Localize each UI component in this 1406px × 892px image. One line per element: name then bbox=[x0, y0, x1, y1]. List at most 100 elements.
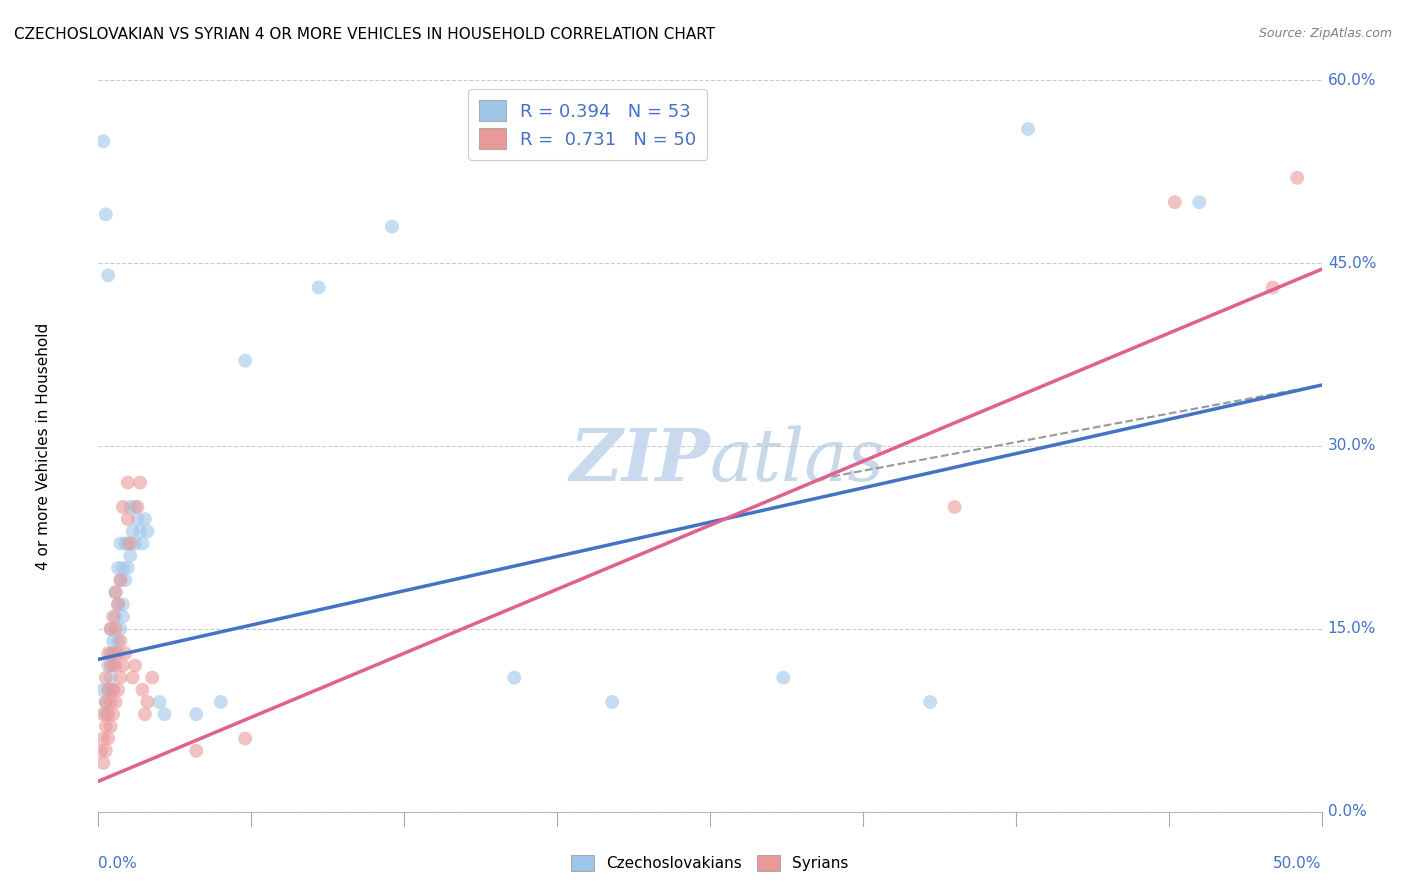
Point bbox=[186, 707, 208, 722]
Point bbox=[114, 536, 136, 550]
Point bbox=[100, 646, 122, 660]
Text: 0.0%: 0.0% bbox=[98, 855, 138, 871]
Point bbox=[97, 646, 120, 660]
Legend: Czechoslovakians, Syrians: Czechoslovakians, Syrians bbox=[565, 849, 855, 877]
Point bbox=[1017, 122, 1039, 136]
Point bbox=[97, 658, 120, 673]
Text: 60.0%: 60.0% bbox=[1327, 73, 1376, 87]
Point bbox=[110, 536, 132, 550]
Point bbox=[117, 561, 139, 575]
Point bbox=[94, 695, 117, 709]
Point bbox=[104, 622, 127, 636]
Point bbox=[186, 744, 208, 758]
Point bbox=[91, 134, 114, 148]
Point bbox=[233, 731, 256, 746]
Point bbox=[127, 512, 149, 526]
Text: 50.0%: 50.0% bbox=[1274, 855, 1322, 871]
Point bbox=[124, 658, 146, 673]
Text: Source: ZipAtlas.com: Source: ZipAtlas.com bbox=[1258, 27, 1392, 40]
Point bbox=[129, 524, 152, 539]
Point bbox=[136, 524, 159, 539]
Point bbox=[101, 646, 124, 660]
Text: 4 or more Vehicles in Household: 4 or more Vehicles in Household bbox=[37, 322, 51, 570]
Point bbox=[121, 671, 143, 685]
Point bbox=[94, 207, 117, 221]
Point bbox=[110, 622, 132, 636]
Point bbox=[114, 646, 136, 660]
Point bbox=[91, 682, 114, 697]
Point bbox=[120, 536, 142, 550]
Point bbox=[600, 695, 623, 709]
Text: ZIP: ZIP bbox=[569, 425, 710, 496]
Point bbox=[111, 609, 134, 624]
Point bbox=[1188, 195, 1211, 210]
Point bbox=[111, 598, 134, 612]
Point bbox=[107, 598, 129, 612]
Point bbox=[97, 707, 120, 722]
Point bbox=[90, 744, 112, 758]
Point bbox=[97, 268, 120, 283]
Point bbox=[94, 671, 117, 685]
Point bbox=[91, 756, 114, 770]
Point bbox=[127, 500, 149, 514]
Point bbox=[120, 549, 142, 563]
Point bbox=[94, 695, 117, 709]
Point bbox=[104, 585, 127, 599]
Point bbox=[124, 536, 146, 550]
Point bbox=[104, 695, 127, 709]
Point bbox=[111, 561, 134, 575]
Point bbox=[120, 500, 142, 514]
Point bbox=[107, 634, 129, 648]
Text: 15.0%: 15.0% bbox=[1327, 622, 1376, 636]
Point bbox=[129, 475, 152, 490]
Point bbox=[101, 634, 124, 648]
Point bbox=[121, 524, 143, 539]
Point bbox=[772, 671, 794, 685]
Point bbox=[101, 682, 124, 697]
Point bbox=[97, 682, 120, 697]
Text: 45.0%: 45.0% bbox=[1327, 256, 1376, 270]
Point bbox=[91, 707, 114, 722]
Point bbox=[107, 598, 129, 612]
Point bbox=[153, 707, 176, 722]
Point bbox=[101, 682, 124, 697]
Point bbox=[111, 500, 134, 514]
Point bbox=[141, 671, 163, 685]
Point bbox=[101, 707, 124, 722]
Text: 0.0%: 0.0% bbox=[1327, 805, 1367, 819]
Point bbox=[97, 682, 120, 697]
Text: CZECHOSLOVAKIAN VS SYRIAN 4 OR MORE VEHICLES IN HOUSEHOLD CORRELATION CHART: CZECHOSLOVAKIAN VS SYRIAN 4 OR MORE VEHI… bbox=[14, 27, 716, 42]
Point bbox=[91, 731, 114, 746]
Point bbox=[503, 671, 526, 685]
Point bbox=[110, 573, 132, 587]
Point bbox=[136, 695, 159, 709]
Point bbox=[101, 609, 124, 624]
Point bbox=[94, 719, 117, 733]
Point bbox=[107, 682, 129, 697]
Point bbox=[100, 695, 122, 709]
Point bbox=[107, 646, 129, 660]
Point bbox=[117, 512, 139, 526]
Point bbox=[1261, 280, 1284, 294]
Point bbox=[117, 536, 139, 550]
Point bbox=[381, 219, 404, 234]
Point bbox=[94, 744, 117, 758]
Point bbox=[104, 609, 127, 624]
Point bbox=[308, 280, 330, 294]
Point bbox=[104, 646, 127, 660]
Point bbox=[149, 695, 172, 709]
Point bbox=[110, 671, 132, 685]
Point bbox=[100, 719, 122, 733]
Point bbox=[124, 500, 146, 514]
Point bbox=[920, 695, 942, 709]
Point bbox=[104, 585, 127, 599]
Point bbox=[110, 634, 132, 648]
Point bbox=[233, 353, 256, 368]
Point bbox=[131, 536, 153, 550]
Point bbox=[1286, 170, 1309, 185]
Point bbox=[131, 682, 153, 697]
Point bbox=[114, 573, 136, 587]
Point bbox=[943, 500, 966, 514]
Point bbox=[101, 658, 124, 673]
Point bbox=[1164, 195, 1187, 210]
